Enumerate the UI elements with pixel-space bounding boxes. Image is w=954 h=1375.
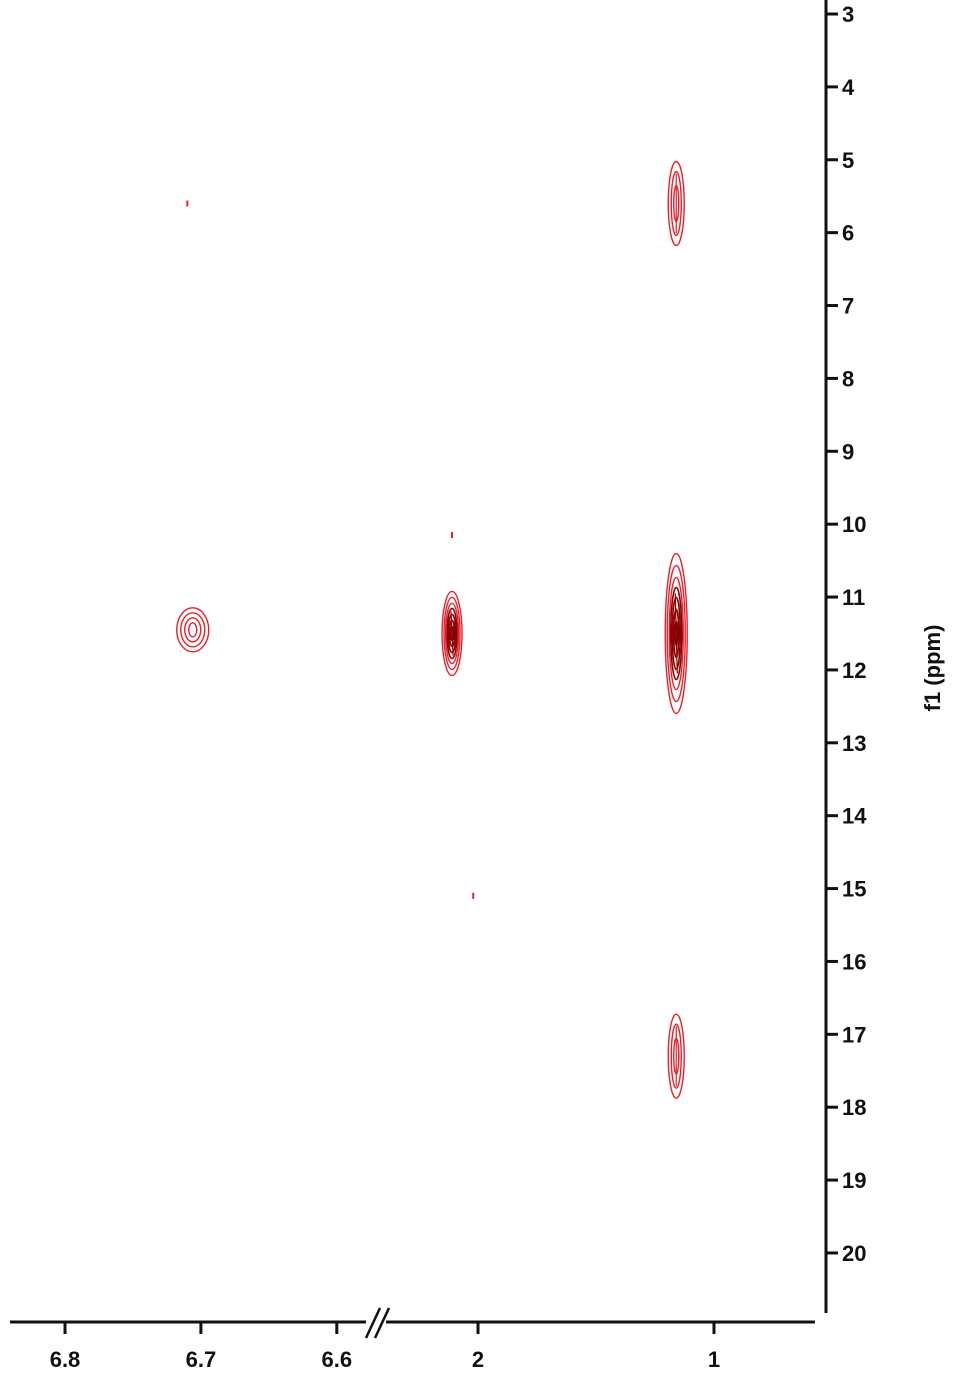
x-tick-label: 6.6 xyxy=(322,1347,353,1372)
contour-peak-4 xyxy=(667,1013,685,1099)
y-tick-label: 8 xyxy=(842,366,854,391)
axes: 3 4 5 6 7 8 9 10 11 12 13 14 15 16 17 18 19 20 6.8 6.7 6.6 2… xyxy=(10,0,867,1372)
contour-peak-5 xyxy=(186,200,189,207)
y-tick-label: 14 xyxy=(842,804,867,829)
y-tick-label: 5 xyxy=(842,148,854,173)
y-axis-ticks: 3 4 5 6 7 8 9 10 11 12 13 14 15 16 17 18 19 20 xyxy=(826,2,867,1266)
y-tick-label: 12 xyxy=(842,658,866,683)
contour-peaks xyxy=(176,160,688,1099)
y-tick-label: 11 xyxy=(842,585,865,610)
y-tick-label: 9 xyxy=(842,439,854,464)
x-axis-ticks: 6.8 6.7 6.6 2 1 xyxy=(50,1322,720,1372)
x-tick-label: 2 xyxy=(472,1347,484,1372)
contour-peak-6 xyxy=(451,532,454,539)
y-tick-label: 3 xyxy=(842,2,854,27)
y-tick-label: 17 xyxy=(842,1022,866,1047)
contour-peak-1 xyxy=(441,590,463,677)
y-tick-label: 7 xyxy=(842,294,854,319)
contour-peak-7 xyxy=(472,892,475,899)
y-tick-label: 20 xyxy=(842,1241,866,1266)
x-tick-label: 1 xyxy=(708,1347,720,1372)
y-tick-label: 18 xyxy=(842,1095,866,1120)
x-tick-label: 6.8 xyxy=(50,1347,81,1372)
contour-peak-2 xyxy=(664,552,688,715)
contour-peak-3 xyxy=(667,160,685,247)
y-tick-label: 4 xyxy=(842,75,855,100)
axis-break-slash xyxy=(373,1307,391,1339)
y-tick-label: 10 xyxy=(842,512,866,537)
y-tick-label: 16 xyxy=(842,949,866,974)
x-tick-label: 6.7 xyxy=(186,1347,217,1372)
y-tick-label: 13 xyxy=(842,731,866,756)
axis-break-slash xyxy=(364,1307,382,1339)
y-tick-label: 15 xyxy=(842,877,866,902)
y-tick-label: 6 xyxy=(842,221,854,246)
y-axis-title: f1 (ppm) xyxy=(920,625,945,712)
contour-peak-0 xyxy=(176,607,210,653)
y-tick-label: 19 xyxy=(842,1168,866,1193)
axis-break-marker xyxy=(364,1307,391,1339)
